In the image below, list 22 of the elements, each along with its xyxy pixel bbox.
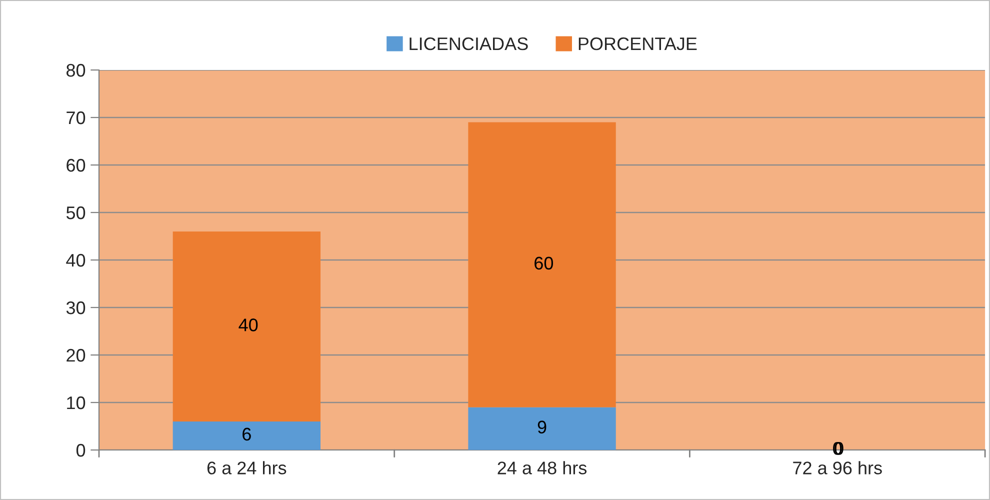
- legend-label: PORCENTAJE: [578, 37, 697, 50]
- legend-label: LICENCIADAS: [410, 37, 528, 50]
- x-tick-label: 24 a 48 hrs: [498, 461, 587, 474]
- bar: [468, 122, 616, 408]
- x-tick-label: 6 a 24 hrs: [207, 461, 286, 474]
- bar: [172, 422, 321, 450]
- data-label: 9: [538, 420, 546, 434]
- x-tick-label: 72 a 96 hrs: [793, 461, 882, 474]
- y-tick-label: 30: [66, 301, 86, 314]
- y-tick-label: 0: [76, 444, 86, 457]
- y-tick-label: 40: [66, 254, 86, 267]
- bar: [468, 407, 616, 450]
- y-tick-label: 10: [67, 396, 86, 410]
- y-tick-label: 80: [66, 64, 86, 77]
- data-label: 60: [534, 256, 554, 270]
- y-tick-label: 70: [66, 111, 86, 124]
- bar: [172, 232, 321, 422]
- y-tick-label: 60: [66, 158, 86, 172]
- data-label: 40: [238, 318, 258, 332]
- y-tick-label: 20: [66, 348, 86, 362]
- data-label: 6: [242, 428, 251, 441]
- y-tick-label: 50: [66, 206, 86, 220]
